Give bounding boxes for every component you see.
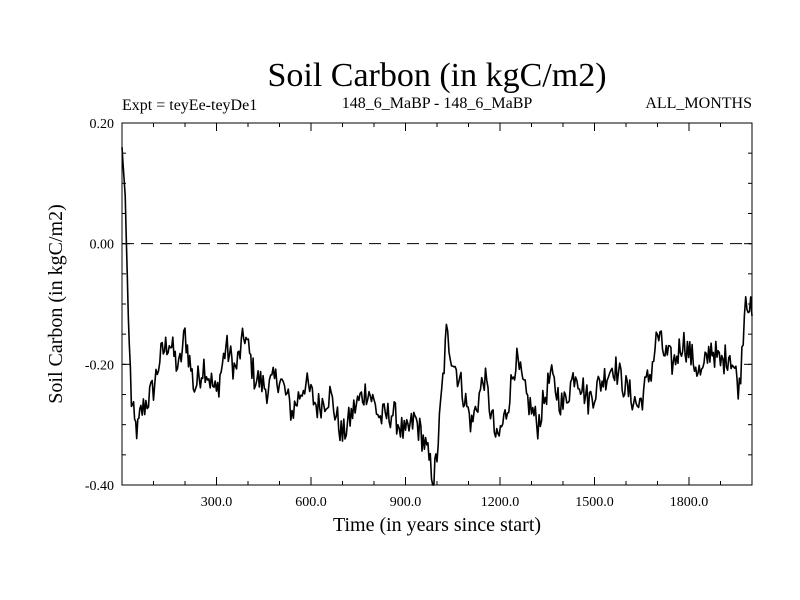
- plot-frame: [121, 122, 753, 486]
- series-line-soil-carbon: [121, 147, 753, 486]
- chart-subtitle-period: 148_6_MaBP - 148_6_MaBP: [342, 95, 533, 112]
- x-tick-label: 1500.0: [575, 495, 614, 510]
- x-tick-label: 1200.0: [481, 495, 520, 510]
- chart-subtitle-months: ALL_MONTHS: [645, 95, 752, 112]
- y-tick-label: -0.40: [85, 479, 114, 494]
- chart-subtitle-expt: Expt = teyEe-teyDe1: [122, 97, 257, 114]
- chart-title: Soil Carbon (in kgC/m2): [267, 57, 606, 94]
- y-tick-label: 0.20: [90, 117, 115, 132]
- y-axis-label: Soil Carbon (in kgC/m2): [45, 204, 67, 403]
- x-tick-label: 900.0: [390, 495, 422, 510]
- y-tick-label: -0.20: [85, 358, 114, 373]
- x-tick-label: 300.0: [201, 495, 233, 510]
- x-axis-label: Time (in years since start): [333, 514, 541, 536]
- x-tick-label: 600.0: [295, 495, 327, 510]
- x-tick-label: 1800.0: [670, 495, 709, 510]
- y-tick-label: 0.00: [90, 238, 115, 253]
